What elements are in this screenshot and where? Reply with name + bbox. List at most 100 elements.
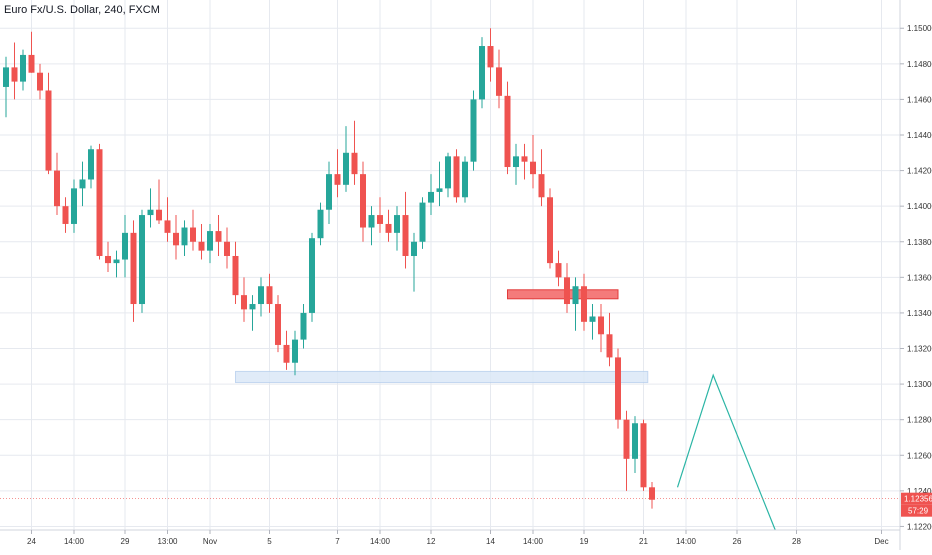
x-tick-label: 14 — [486, 537, 495, 546]
candle-body — [258, 286, 264, 305]
candle-body — [224, 241, 230, 256]
candle-body — [309, 238, 315, 313]
last-price-badge — [901, 492, 932, 505]
candle-body — [173, 232, 179, 246]
candle-body — [130, 232, 137, 305]
x-tick-label: 13:00 — [157, 537, 178, 546]
candle-body — [564, 277, 570, 305]
candle-body — [360, 174, 366, 228]
y-tick-label: 1.13000 — [907, 380, 932, 389]
y-axis[interactable]: 1.15000 1.14800 1.14600 1.14400 1.14200 1.140… — [899, 0, 932, 550]
candle-body — [147, 209, 154, 216]
x-tick-label: 5 — [267, 537, 272, 546]
candle-body — [411, 241, 417, 256]
candle-body — [96, 149, 103, 256]
candle-body — [37, 72, 43, 91]
candle-body — [28, 54, 35, 73]
y-tick-label: 1.12200 — [907, 522, 932, 531]
candle-body — [266, 286, 273, 305]
candle-body — [88, 149, 94, 180]
x-tick-label: 28 — [792, 537, 801, 546]
candle-body — [292, 339, 298, 363]
candle-body — [572, 286, 579, 305]
resistance-zone — [507, 289, 619, 300]
candle-body — [453, 156, 460, 198]
candle-body — [190, 227, 196, 242]
y-tick-label: 1.13800 — [907, 238, 932, 247]
candle-body — [11, 67, 18, 82]
x-tick-label: 19 — [580, 537, 589, 546]
x-tick-label: 14:00 — [370, 537, 391, 546]
y-tick-label: 1.12600 — [907, 451, 932, 460]
candles — [3, 28, 655, 509]
candle-body — [555, 263, 562, 278]
y-tick-label: 1.13200 — [907, 345, 932, 354]
candle-body — [504, 95, 511, 168]
y-tick-label: 1.14600 — [907, 95, 932, 104]
y-tick-label: 1.15000 — [907, 24, 932, 33]
y-tick-label: 1.14400 — [907, 131, 932, 140]
x-axis[interactable]: 24 14:00 29 13:00 Nov 5 7 14:00 12 14 14:00 19 21 14:… — [0, 529, 900, 546]
last-price-label: 1.12356 — [904, 495, 932, 504]
price-badges: 1.12356 57:29 — [0, 492, 932, 517]
candle-body — [385, 223, 392, 233]
projection-line — [676, 373, 776, 531]
candle-body — [54, 170, 60, 207]
x-tick-label: 14:00 — [676, 537, 697, 546]
candle-body — [351, 152, 358, 175]
zones — [235, 289, 649, 384]
candle-body — [623, 419, 630, 459]
candle-body — [283, 344, 290, 363]
candle-body — [649, 487, 655, 500]
candle-body — [598, 316, 604, 335]
candle-body — [547, 197, 553, 264]
candle-body — [640, 423, 647, 488]
candle-body — [496, 67, 502, 96]
countdown-badge — [901, 504, 932, 517]
candle-body — [521, 156, 528, 162]
chart-title: Euro Fx/U.S. Dollar, 240, FXCM — [4, 4, 160, 16]
x-tick-label: 7 — [335, 537, 340, 546]
candle-body — [113, 259, 120, 264]
y-tick-label: 1.14800 — [907, 60, 932, 69]
support-zone — [235, 370, 649, 384]
candle-body — [139, 215, 145, 305]
x-tick-label: 21 — [639, 537, 648, 546]
y-tick-label: 1.14200 — [907, 167, 932, 176]
candle-body — [3, 67, 9, 87]
candle-body — [198, 241, 205, 251]
candle-body — [334, 174, 341, 185]
candle-body — [394, 215, 400, 233]
x-tick-label: 29 — [121, 537, 130, 546]
candle-body — [20, 54, 26, 82]
candle-body — [181, 227, 188, 246]
projection-path — [676, 373, 776, 531]
candle-body — [232, 255, 239, 296]
candle-body — [445, 156, 451, 189]
x-tick-label: 26 — [733, 537, 742, 546]
candle-body — [62, 206, 69, 224]
candle-body — [487, 46, 494, 68]
candle-body — [632, 423, 638, 459]
countdown-label: 57:29 — [908, 507, 929, 516]
x-tick-label: 12 — [427, 537, 436, 546]
candle-body — [581, 286, 587, 322]
candle-body — [79, 179, 86, 189]
x-tick-label: Dec — [874, 537, 888, 546]
candle-body — [275, 304, 281, 345]
candle-body — [589, 316, 596, 322]
candle-body — [71, 188, 77, 224]
candle-body — [249, 304, 256, 310]
candle-body — [419, 202, 426, 242]
y-tick-label: 1.13400 — [907, 309, 932, 318]
candle-body — [513, 156, 519, 168]
candle-body — [606, 334, 613, 358]
candle-body — [45, 90, 52, 171]
candle-body — [241, 295, 247, 310]
candle-body — [538, 174, 545, 198]
candle-body — [368, 215, 375, 228]
candle-body — [436, 188, 443, 192]
y-tick-label: 1.12800 — [907, 416, 932, 425]
